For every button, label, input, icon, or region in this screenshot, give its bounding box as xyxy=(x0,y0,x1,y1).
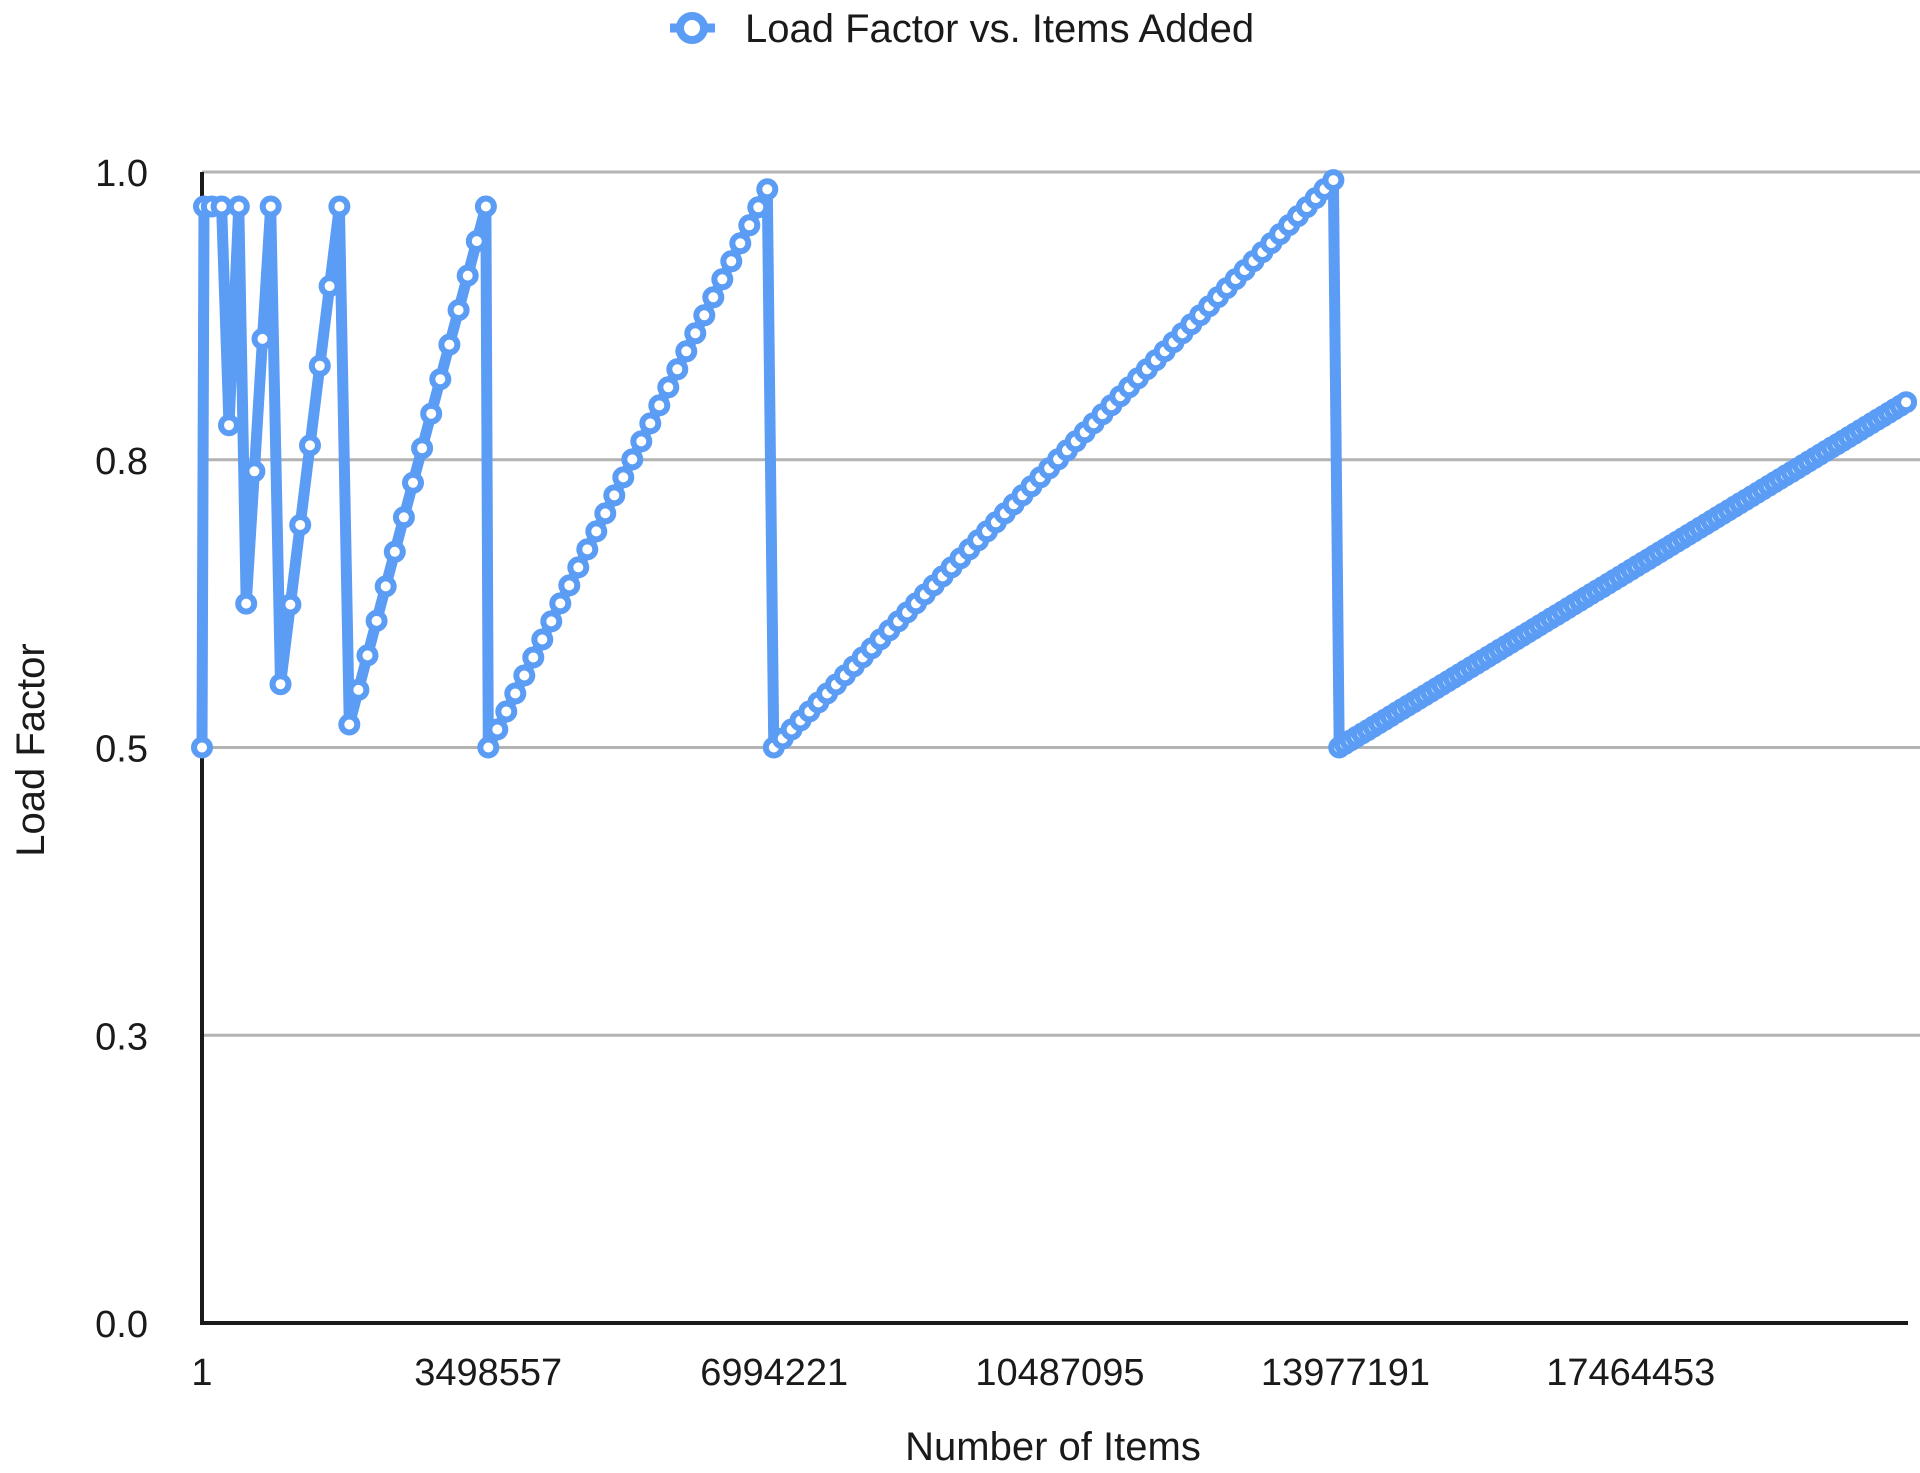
data-point[interactable] xyxy=(235,592,258,615)
data-point[interactable] xyxy=(648,394,671,417)
y-tick-label: 0.3 xyxy=(95,1016,148,1058)
x-tick-label: 17464453 xyxy=(1546,1352,1715,1394)
data-point[interactable] xyxy=(693,304,716,327)
legend-marker xyxy=(676,12,708,44)
data-point[interactable] xyxy=(738,214,761,237)
data-point[interactable] xyxy=(465,230,488,253)
data-point[interactable] xyxy=(729,232,752,255)
data-point[interactable] xyxy=(504,682,527,705)
data-point[interactable] xyxy=(318,275,341,298)
data-point[interactable] xyxy=(594,502,617,525)
data-point[interactable] xyxy=(1322,169,1345,192)
data-point[interactable] xyxy=(630,430,653,453)
data-point[interactable] xyxy=(269,673,292,696)
data-point[interactable] xyxy=(747,196,770,219)
data-point[interactable] xyxy=(259,195,282,218)
x-tick-label: 1 xyxy=(191,1352,212,1394)
data-point[interactable] xyxy=(720,250,743,273)
data-point[interactable] xyxy=(684,322,707,345)
data-point[interactable] xyxy=(356,644,379,667)
data-point[interactable] xyxy=(621,448,644,471)
data-point[interactable] xyxy=(495,700,518,723)
data-point[interactable] xyxy=(549,592,572,615)
data-point[interactable] xyxy=(612,466,635,489)
legend[interactable]: Load Factor vs. Items Added xyxy=(670,7,1254,51)
plot-area xyxy=(191,169,1918,759)
x-tick-label: 3498557 xyxy=(414,1352,562,1394)
data-point[interactable] xyxy=(558,574,581,597)
x-tick-label: 13977191 xyxy=(1261,1352,1430,1394)
data-point[interactable] xyxy=(308,354,331,377)
data-point[interactable] xyxy=(338,713,361,736)
data-point[interactable] xyxy=(383,540,406,563)
data-point[interactable] xyxy=(477,736,500,759)
x-axis-title: Number of Items xyxy=(905,1425,1201,1469)
data-point[interactable] xyxy=(540,610,563,633)
data-point[interactable] xyxy=(299,434,321,457)
data-point[interactable] xyxy=(531,628,554,651)
x-tick-label: 10487095 xyxy=(975,1352,1144,1394)
data-point[interactable] xyxy=(639,412,662,435)
data-point[interactable] xyxy=(420,402,443,425)
data-point[interactable] xyxy=(711,268,734,291)
data-point[interactable] xyxy=(603,484,626,507)
data-point[interactable] xyxy=(251,327,274,350)
x-tick-labels: 1 3498557 6994221 10487095 13977191 17464453 xyxy=(191,1352,1715,1394)
data-point[interactable] xyxy=(347,678,370,701)
data-point[interactable] xyxy=(429,368,452,391)
data-point[interactable] xyxy=(402,471,424,494)
data-point[interactable] xyxy=(374,575,397,598)
data-point[interactable] xyxy=(702,286,725,309)
y-tick-label: 0.5 xyxy=(95,729,148,771)
data-point[interactable] xyxy=(576,538,599,561)
data-point[interactable] xyxy=(218,414,240,437)
data-point[interactable] xyxy=(585,520,608,543)
data-point[interactable] xyxy=(456,264,479,287)
data-point[interactable] xyxy=(328,195,351,218)
data-point[interactable] xyxy=(486,718,509,741)
data-point[interactable] xyxy=(289,514,312,536)
data-point[interactable] xyxy=(657,376,680,399)
data-point[interactable] xyxy=(279,593,302,616)
legend-label: Load Factor vs. Items Added xyxy=(745,7,1254,51)
data-point[interactable] xyxy=(567,556,590,579)
data-point[interactable] xyxy=(210,195,233,218)
data-point[interactable] xyxy=(513,664,536,687)
y-tick-label: 0.0 xyxy=(95,1304,148,1346)
y-tick-label: 1.0 xyxy=(95,153,148,195)
data-point[interactable] xyxy=(438,333,461,356)
data-point[interactable] xyxy=(227,195,250,218)
x-tick-label: 6994221 xyxy=(700,1352,848,1394)
data-point[interactable] xyxy=(191,736,213,759)
y-tick-label: 0.8 xyxy=(95,441,148,483)
data-point[interactable] xyxy=(666,358,689,381)
data-point[interactable] xyxy=(411,437,434,460)
data-point[interactable] xyxy=(392,506,415,529)
data-point[interactable] xyxy=(1895,391,1918,414)
data-point[interactable] xyxy=(474,195,497,218)
y-tick-labels: 0.0 0.3 0.5 0.8 1.0 xyxy=(95,153,148,1346)
data-point[interactable] xyxy=(756,178,779,201)
data-point[interactable] xyxy=(365,609,388,632)
data-point[interactable] xyxy=(243,460,266,483)
data-point[interactable] xyxy=(675,340,698,363)
data-point[interactable] xyxy=(447,299,470,322)
data-point[interactable] xyxy=(522,646,545,669)
y-axis-title: Load Factor xyxy=(9,643,53,856)
